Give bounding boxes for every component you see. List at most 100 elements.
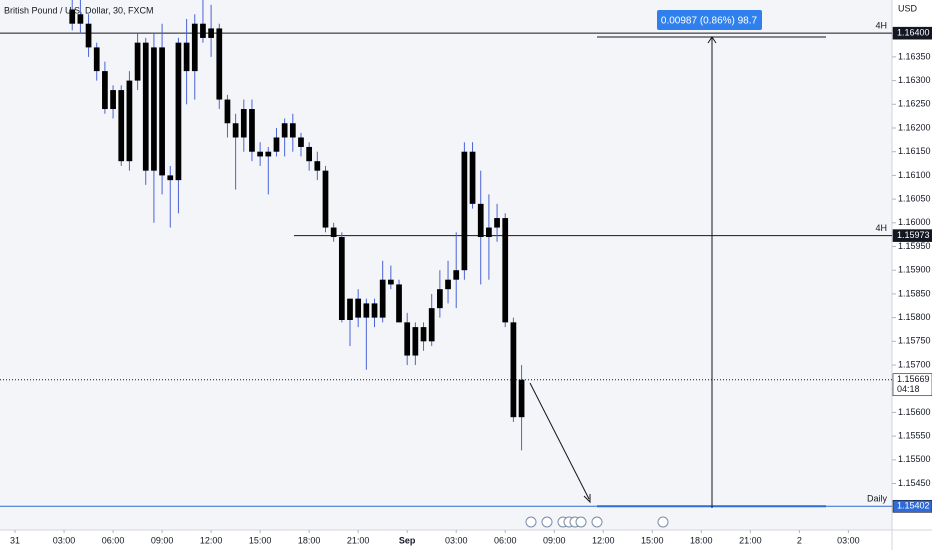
candle-body [281, 123, 288, 138]
price-label: 1.15973 [897, 230, 930, 240]
y-tick-label: 1.16050 [898, 193, 931, 203]
x-tick-label: 18:00 [298, 535, 321, 545]
candle-body [477, 203, 484, 238]
chart-title: British Pound / U.S. Dollar, 30, FXCM [4, 5, 154, 15]
x-tick-label: 03:00 [837, 535, 860, 545]
trend-arrow-head [583, 494, 591, 504]
y-tick-label: 1.15450 [898, 478, 931, 488]
candle-body [404, 322, 411, 356]
level-tag: 4H [875, 223, 887, 233]
candle-body [379, 279, 386, 318]
price-label: 1.15402 [897, 501, 930, 511]
y-tick-label: 1.15800 [898, 312, 931, 322]
candle-body [363, 303, 370, 318]
candle-body [298, 137, 304, 147]
y-tick-label: 1.16200 [898, 122, 931, 132]
y-tick-label: 1.15700 [898, 359, 931, 369]
candle-body [445, 279, 451, 290]
drawings: 0.00987 (0.86%) 98.7 [525, 10, 826, 528]
price-label-box [892, 373, 932, 397]
candle-body [412, 327, 419, 356]
event-icon [541, 516, 553, 528]
candle-body [518, 379, 525, 418]
y-tick-label: 1.16100 [898, 170, 931, 180]
y-tick-label: 1.16150 [898, 146, 931, 156]
event-icon [591, 516, 603, 528]
candle-body [77, 14, 84, 24]
candle-body [118, 90, 125, 162]
price-label: 1.15669 [897, 374, 930, 384]
candle-body [355, 298, 362, 318]
price-label-box [892, 499, 932, 513]
candles [69, 0, 525, 451]
candle-body [486, 227, 492, 238]
currency-label: USD [898, 3, 918, 13]
x-tick-label: 09:00 [543, 535, 566, 545]
event-icon [575, 516, 587, 528]
x-tick-label: 2 [797, 535, 802, 545]
level-tag: Daily [867, 494, 888, 504]
y-tick-label: 1.16300 [898, 75, 931, 85]
x-tick-label: 03:00 [445, 535, 468, 545]
candle-body [93, 47, 100, 72]
candle-body [69, 9, 76, 24]
x-tick-label: 15:00 [249, 535, 272, 545]
x-tick-label: 06:00 [494, 535, 517, 545]
candle-body [289, 123, 296, 138]
price-label-box [892, 229, 932, 242]
candle-body [322, 170, 329, 228]
grid: 1.154501.155001.155501.156001.156501.157… [10, 51, 931, 545]
candle-body [85, 23, 92, 48]
candle-body [494, 218, 500, 228]
x-tick-label: Sep [399, 535, 416, 545]
x-tick-label: 15:00 [641, 535, 664, 545]
candle-body [371, 303, 378, 318]
price-label: 1.16400 [897, 28, 930, 38]
event-icons [525, 516, 669, 528]
candle-body [437, 289, 443, 309]
candle-body [110, 90, 116, 110]
price-label-box [892, 26, 932, 40]
candle-body [428, 308, 435, 342]
candle-body [502, 218, 509, 323]
level-tag: 4H [875, 21, 887, 31]
measure-arrow-head [707, 36, 717, 44]
candle-body [167, 175, 174, 181]
candle-body [387, 279, 394, 285]
candle-body [265, 151, 272, 157]
candle-body [249, 109, 255, 152]
candle-body [208, 28, 214, 38]
x-tick-label: 31 [10, 535, 20, 545]
candle-body [216, 28, 223, 100]
candle-body [273, 137, 280, 152]
x-tick-label: 12:00 [592, 535, 615, 545]
candle-body [200, 23, 206, 38]
candle-body [134, 42, 141, 81]
measure-box [657, 10, 762, 30]
x-tick-label: 12:00 [200, 535, 223, 545]
x-tick-label: 03:00 [53, 535, 76, 545]
event-icon [657, 516, 669, 528]
plot-area [0, 0, 892, 530]
candle-body [224, 99, 231, 124]
y-tick-label: 1.15500 [898, 454, 931, 464]
candle-body [257, 151, 263, 157]
y-tick-label: 1.16350 [898, 51, 931, 61]
candle-body [142, 42, 149, 171]
candle-body [338, 237, 345, 320]
trend-arrow [529, 382, 590, 500]
x-tick-label: 18:00 [690, 535, 713, 545]
candle-body [306, 146, 313, 162]
y-tick-label: 1.15600 [898, 407, 931, 417]
countdown-label: 04:18 [897, 384, 920, 394]
candle-body [461, 151, 468, 271]
y-tick-label: 1.16250 [898, 99, 931, 109]
candle-body [347, 298, 353, 320]
candle-body [510, 322, 517, 418]
candle-body [183, 42, 190, 72]
y-tick-label: 1.15550 [898, 431, 931, 441]
x-tick-label: 06:00 [102, 535, 125, 545]
x-tick-label: 21:00 [739, 535, 762, 545]
